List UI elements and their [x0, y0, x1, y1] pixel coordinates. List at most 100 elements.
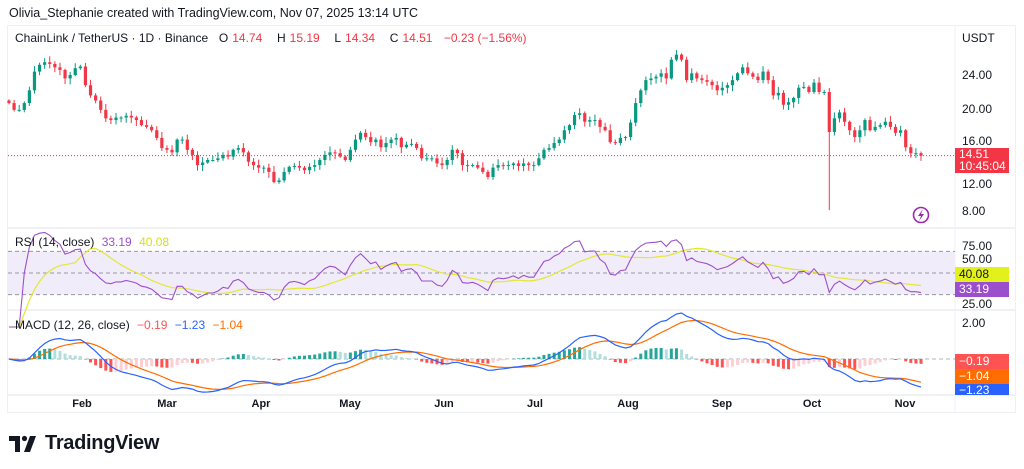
candle — [78, 64, 82, 70]
macd-histogram-bar — [318, 353, 322, 359]
candle-body — [323, 154, 327, 160]
low-value: 14.34 — [345, 31, 376, 45]
macd-histogram-bar — [511, 358, 515, 360]
candle-body — [53, 63, 57, 68]
candle — [679, 53, 684, 62]
macd-histogram-bar — [353, 351, 357, 359]
macd-histogram-bar — [231, 355, 235, 359]
candle-body — [481, 167, 485, 172]
macd-histogram-bar — [797, 359, 801, 367]
candle — [690, 68, 694, 83]
macd-histogram-bar — [466, 359, 470, 363]
candle-body — [909, 147, 913, 154]
candle — [476, 161, 480, 170]
macd-histogram-bar — [634, 357, 638, 359]
candle-body — [17, 109, 21, 111]
macd-histogram-bar — [532, 357, 536, 359]
candle — [858, 125, 862, 143]
candle-body — [32, 71, 37, 91]
candle — [104, 103, 108, 122]
rsi-ma-line — [9, 247, 922, 328]
candle-body — [700, 78, 704, 81]
macd-histogram-bar — [715, 359, 719, 367]
macd-label[interactable]: MACD (12, 26, close) — [15, 318, 130, 332]
macd-histogram-bar — [32, 353, 36, 359]
macd-histogram-bar — [114, 359, 118, 372]
candle — [257, 159, 261, 173]
candle — [521, 158, 526, 172]
macd-histogram-bar — [139, 359, 143, 368]
macd-histogram-bar — [252, 356, 256, 359]
candle-body — [43, 62, 47, 65]
candle — [389, 136, 393, 149]
candle — [302, 165, 307, 174]
candle — [63, 68, 67, 84]
change-value: −0.23 (−1.56%) — [443, 31, 527, 45]
macd-histogram-bar — [516, 358, 520, 359]
symbol-label[interactable]: ChainLink / TetherUS · 1D · Binance — [15, 31, 209, 45]
candle-body — [211, 160, 215, 161]
candle-body — [267, 167, 271, 172]
candle — [384, 137, 388, 153]
macd-histogram-bar — [201, 359, 205, 364]
candle — [185, 134, 189, 155]
candle-body — [124, 115, 128, 118]
candle — [323, 150, 327, 166]
macd-histogram-bar — [725, 359, 729, 368]
candle-body — [150, 126, 154, 131]
candle-body — [781, 92, 786, 105]
macd-signal-tag: −1.04 — [955, 369, 1009, 384]
candle-body — [705, 80, 709, 82]
macd-histogram-bar — [730, 359, 734, 367]
macd-histogram-bar — [863, 359, 867, 366]
candle — [919, 151, 923, 161]
candle — [43, 58, 47, 69]
candle-body — [807, 86, 811, 92]
candle-body — [384, 143, 388, 148]
candle-body — [471, 165, 475, 167]
macd-line-tag: −1.23 — [955, 384, 1009, 395]
macd-histogram-bar — [313, 354, 317, 359]
candle-body — [83, 66, 88, 86]
macd-histogram-bar — [476, 359, 480, 363]
macd-histogram-bar — [843, 359, 847, 368]
candle-body — [170, 149, 174, 153]
last-price: 14.51 — [959, 148, 990, 161]
candle-body — [73, 68, 77, 75]
candle-body — [588, 120, 592, 122]
candle-body — [511, 163, 516, 166]
candle-body — [761, 71, 765, 81]
candle-body — [394, 137, 398, 140]
candle — [914, 148, 918, 159]
candle — [195, 151, 200, 171]
macd-histogram-bar — [567, 349, 571, 359]
candle-body — [873, 126, 877, 131]
candle-body — [129, 115, 133, 118]
candle-body — [282, 171, 286, 181]
candle — [649, 72, 653, 85]
candle — [700, 74, 704, 84]
candle — [674, 50, 679, 62]
candle — [593, 114, 597, 126]
currency-label[interactable]: USDT — [962, 31, 995, 45]
candle-body — [883, 121, 887, 126]
candle — [180, 136, 184, 145]
candle — [578, 108, 582, 120]
candle — [7, 99, 11, 105]
candle-body — [792, 97, 796, 103]
macd-histogram-bar — [705, 359, 709, 364]
candle — [664, 67, 668, 85]
macd-histogram-bar — [486, 359, 490, 364]
macd-histogram-bar — [598, 353, 602, 359]
candle — [318, 157, 322, 170]
tradingview-logo[interactable]: TradingView — [9, 432, 159, 455]
candle — [542, 147, 546, 160]
candle-body — [527, 163, 531, 166]
rsi-label[interactable]: RSI (14, close) — [15, 235, 95, 249]
candle — [567, 123, 572, 134]
candle-body — [450, 149, 454, 160]
candle — [445, 157, 449, 170]
macd-histogram-bar — [506, 359, 510, 360]
candle — [241, 143, 245, 157]
